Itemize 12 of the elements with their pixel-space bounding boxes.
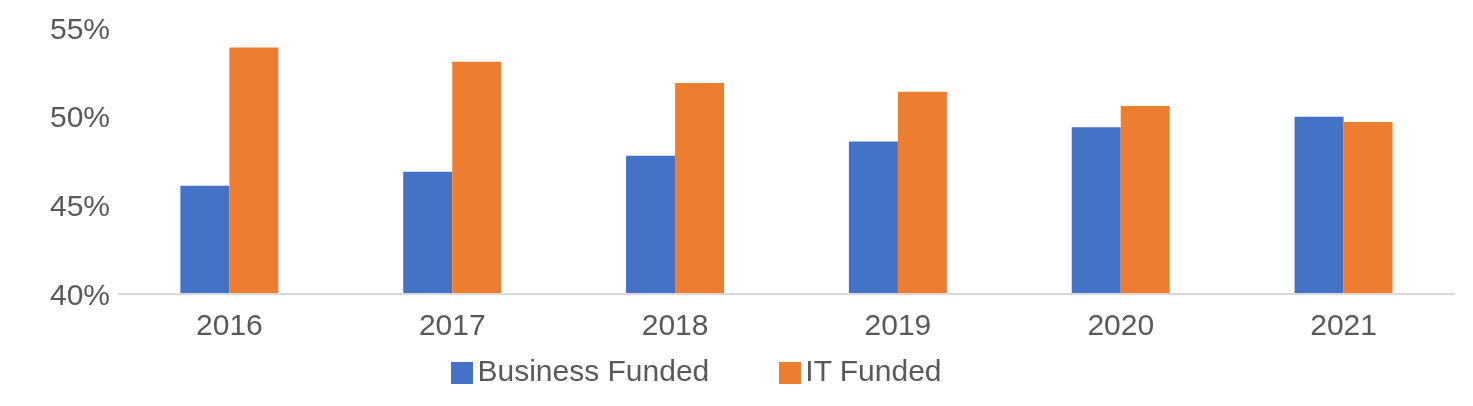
x-tick-label: 2021 <box>1310 308 1377 342</box>
x-tick-label: 2016 <box>196 308 263 342</box>
y-tick-label: 45% <box>49 188 110 222</box>
legend-label: IT Funded <box>805 354 942 387</box>
x-tick-label: 2019 <box>864 308 932 342</box>
x-tick-label: 2020 <box>1087 308 1155 342</box>
x-tick-label: 2018 <box>641 308 709 342</box>
legend-label: Business Funded <box>477 354 710 387</box>
y-tick-label: 55% <box>49 11 110 45</box>
y-tick-label: 40% <box>49 277 110 311</box>
y-tick-label: 50% <box>49 100 110 134</box>
x-tick-label: 2017 <box>418 308 486 342</box>
